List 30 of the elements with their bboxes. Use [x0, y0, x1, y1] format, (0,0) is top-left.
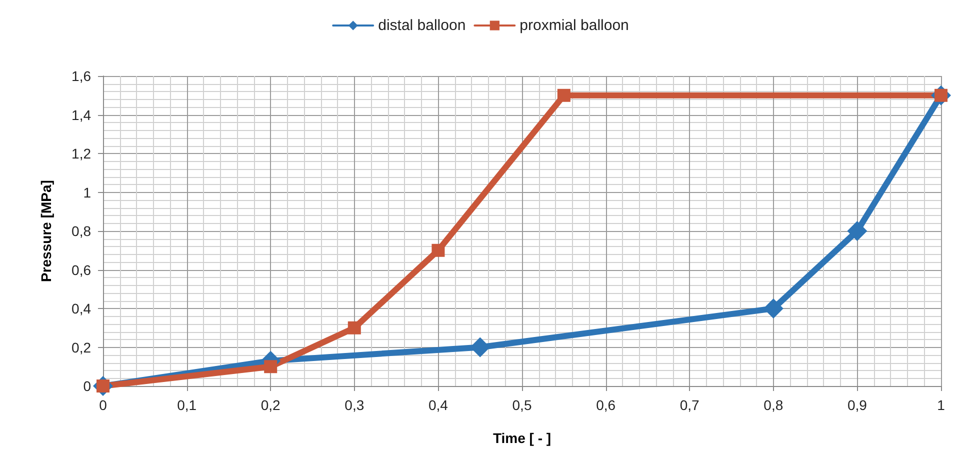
y-tick-label: 0,8: [72, 223, 92, 239]
x-tick-label: 0,8: [764, 397, 784, 413]
point: [348, 321, 361, 334]
legend-label: distal balloon: [378, 17, 466, 34]
x-tick-label: 0,5: [512, 397, 532, 413]
y-tick-label: 1,4: [72, 106, 92, 123]
x-tick-label: 0,3: [344, 397, 364, 413]
point: [432, 244, 445, 257]
x-tick-label: 0,2: [260, 397, 281, 413]
x-tick-label: 0,7: [680, 397, 700, 413]
legend-label: proxmial balloon: [520, 17, 629, 34]
point: [264, 360, 278, 374]
point: [763, 298, 784, 318]
y-tick-label: 0,6: [72, 262, 92, 278]
point: [847, 221, 868, 241]
y-tick-label: 0,4: [72, 300, 92, 316]
x-tick-label: 0,9: [847, 397, 868, 413]
x-tick-label: 0,4: [428, 397, 448, 413]
y-tick-label: 1,2: [72, 146, 92, 162]
y-axis-title: Pressure [MPa]: [38, 180, 54, 282]
y-tick-label: 1,6: [72, 68, 92, 84]
y-tick-label: 0,2: [72, 339, 92, 356]
point: [557, 88, 570, 102]
y-tick-label: 0: [83, 378, 92, 394]
x-tick-label: 0,1: [177, 397, 197, 413]
y-tick-label: 1: [83, 184, 92, 200]
x-tick-label: 1: [937, 397, 946, 413]
x-axis-title: Time [ - ]: [492, 430, 552, 446]
x-tick-label: 0: [99, 397, 108, 413]
x-tick-label: 0,6: [596, 397, 616, 413]
